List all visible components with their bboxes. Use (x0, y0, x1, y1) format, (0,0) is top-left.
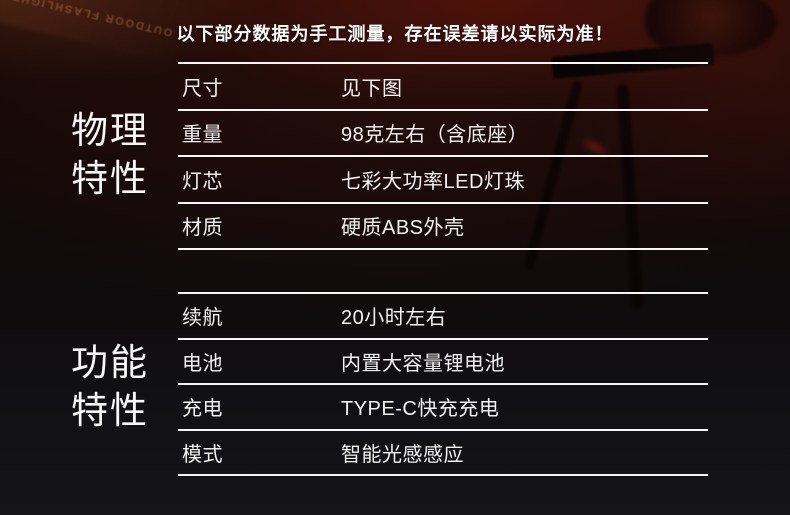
spec-value: TYPE-C快充充电 (341, 398, 500, 421)
section-label-physical: 物理 特性 (40, 107, 180, 203)
section-label-line: 特性 (71, 158, 149, 199)
spec-row-battery-life: 续航 20小时左右 (178, 294, 708, 340)
physical-spec-table: 尺寸 见下图 重量 98克左右（含底座） 灯芯 七彩大功率LED灯珠 材质 硬质… (178, 62, 708, 250)
spec-key: 灯芯 (182, 170, 223, 193)
section-label-line: 功能 (71, 342, 149, 383)
spec-value: 见下图 (341, 77, 403, 100)
spec-row-led: 灯芯 七彩大功率LED灯珠 (178, 157, 708, 204)
spec-row-weight: 重量 98克左右（含底座） (178, 111, 708, 157)
spec-key: 充电 (182, 398, 223, 421)
spec-key: 续航 (182, 307, 223, 330)
spec-row-size: 尺寸 见下图 (178, 64, 708, 111)
spec-row-material: 材质 硬质ABS外壳 (178, 204, 708, 250)
spec-value: 98克左右（含底座） (341, 124, 529, 147)
spec-key: 电池 (182, 352, 223, 375)
spec-key: 材质 (182, 217, 223, 240)
spec-value: 内置大容量锂电池 (341, 352, 505, 375)
disclaimer-text: 以下部分数据为手工测量，存在误差请以实际为准！ (176, 24, 614, 44)
spec-key: 模式 (182, 444, 223, 467)
spec-value: 20小时左右 (341, 307, 447, 330)
spec-key: 尺寸 (182, 77, 223, 100)
spec-row-battery: 电池 内置大容量锂电池 (178, 340, 708, 386)
spec-value: 硬质ABS外壳 (341, 217, 465, 240)
spec-row-mode: 模式 智能光感感应 (178, 431, 708, 477)
spec-row-charging: 充电 TYPE-C快充充电 (178, 385, 708, 431)
section-label-line: 特性 (71, 390, 149, 431)
section-label-functional: 功能 特性 (40, 339, 180, 435)
spec-value: 智能光感感应 (341, 444, 464, 467)
spec-value: 七彩大功率LED灯珠 (341, 170, 525, 193)
functional-spec-table: 续航 20小时左右 电池 内置大容量锂电池 充电 TYPE-C快充充电 模式 智… (178, 292, 708, 477)
section-label-line: 物理 (71, 110, 149, 151)
spec-key: 重量 (182, 124, 223, 147)
